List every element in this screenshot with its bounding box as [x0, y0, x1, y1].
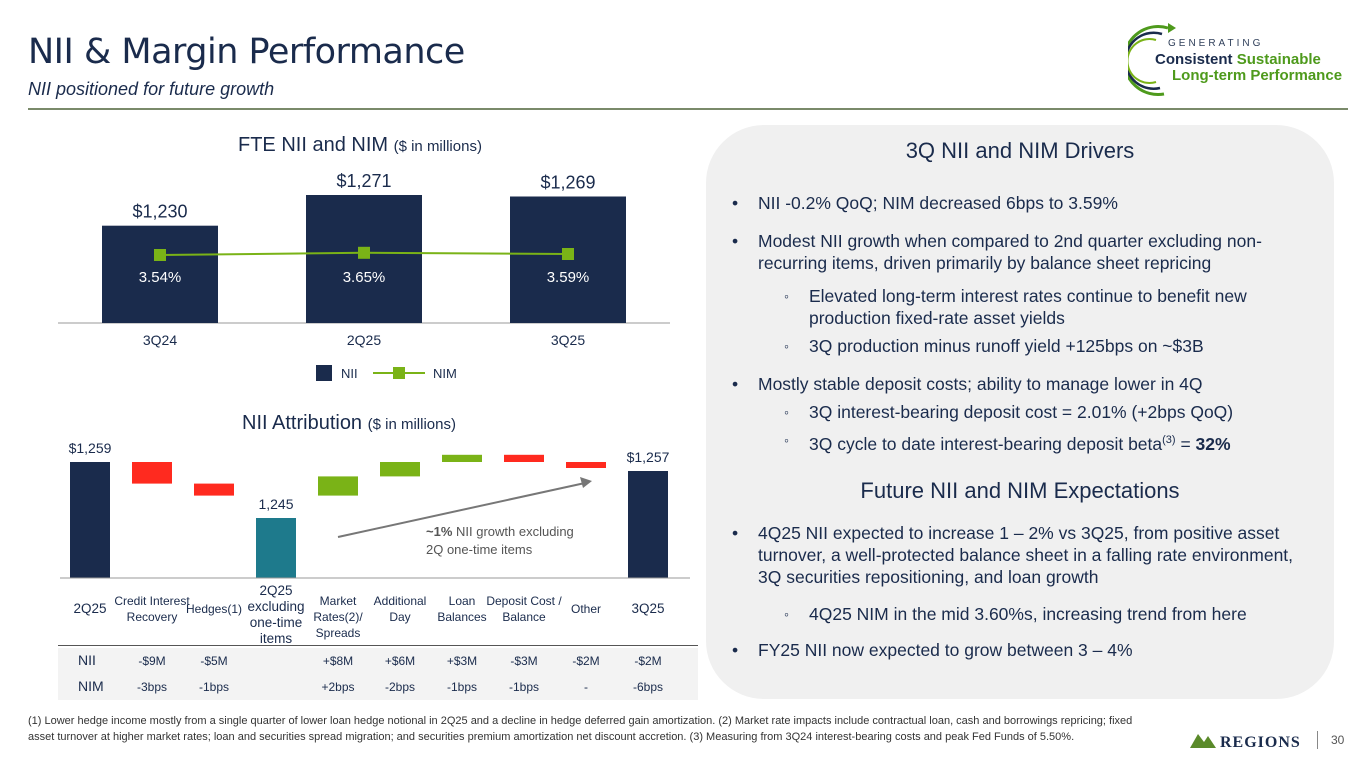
attribution-cell: -6bps [632, 680, 664, 694]
nim-label: 3.59% [547, 269, 590, 286]
logo-generating: GENERATING [1168, 38, 1264, 49]
waterfall-bar [256, 518, 296, 578]
page-subtitle: NII positioned for future growth [28, 79, 275, 99]
attribution-cell: -1bps [508, 680, 540, 694]
footnote: (1) Lower hedge income mostly from a sin… [28, 715, 1133, 743]
attribution-cell: +2bps [321, 680, 355, 694]
chart1-x-tick: 3Q25 [551, 332, 585, 348]
bullet-item: FY25 NII now expected to grow between 3 … [732, 639, 1313, 661]
chart1-x-tick: 2Q25 [347, 332, 381, 348]
legend-nii-label: NII [341, 366, 358, 381]
page-number: 30 [1331, 733, 1345, 747]
nim-label: 3.54% [139, 269, 182, 286]
attribution-cell: -$9M [138, 654, 166, 668]
legend-nii-swatch [316, 365, 332, 381]
attribution-cell: -$2M [572, 654, 600, 668]
attribution-category-label: Credit Interest Recovery [114, 594, 190, 624]
nii-nim-chart: $1,230 3Q24 $1,271 2Q25 $1,269 3Q25 3.54% 3.65%… [58, 171, 670, 381]
attribution-category-label: Market Rates(2)/ Spreads [313, 594, 363, 640]
bullet-item: Mostly stable deposit costs; ability to … [732, 373, 1313, 395]
attribution-cell: -1bps [446, 680, 478, 694]
generating-logo-icon [1128, 23, 1176, 96]
waterfall-bar [70, 462, 110, 578]
legend-nim-swatch [393, 367, 405, 379]
logo-tagline-line2: Long-term Performance [1172, 67, 1343, 84]
attribution-cell: -$5M [200, 654, 228, 668]
nim-point [154, 249, 166, 261]
attribution-table-rule [58, 645, 698, 646]
nii-bar [102, 225, 218, 323]
nii-bar-label: $1,269 [540, 172, 595, 192]
growth-annotation: ~1% NII growth excluding [426, 524, 574, 539]
sub-bullet-item: 3Q cycle to date interest-bearing deposi… [784, 429, 1309, 455]
title-divider [28, 108, 1348, 110]
legend-nim-label: NIM [433, 366, 457, 381]
logo-tagline-line1: Consistent Sustainable [1155, 51, 1321, 68]
waterfall-bar [566, 462, 606, 468]
attribution-table-bg [58, 648, 698, 700]
attribution-category-label: Deposit Cost / Balance [486, 594, 562, 624]
sub-bullet-item: 4Q25 NIM in the mid 3.60%s, increasing t… [784, 603, 1309, 625]
sub-bullet-item: 3Q production minus runoff yield +125bps… [784, 335, 1309, 357]
attribution-cell: +$8M [322, 654, 354, 668]
nii-attribution-chart: $1,259 1,245 $1,257 ~1% NII growth excludin… [60, 440, 690, 579]
nii-bar [306, 195, 422, 323]
attribution-row-label: NIM [78, 678, 104, 694]
page-title: NII & Margin Performance [28, 32, 465, 72]
svg-text:REGIONS: REGIONS [1220, 734, 1301, 751]
waterfall-bar-label: $1,259 [69, 440, 112, 456]
attribution-cell: -$2M [634, 654, 662, 668]
sub-bullet-item: 3Q interest-bearing deposit cost = 2.01%… [784, 401, 1309, 423]
bullet-item: 4Q25 NII expected to increase 1 – 2% vs … [732, 522, 1313, 588]
attribution-category-label: 3Q25 [631, 601, 665, 616]
waterfall-bar [442, 454, 482, 462]
attribution-category-label: Hedges(1) [185, 602, 243, 616]
page-number-divider [1317, 731, 1318, 749]
attribution-cell: +$6M [384, 654, 416, 668]
attribution-category-label: Loan Balances [437, 594, 487, 624]
chart1-x-tick: 3Q24 [143, 332, 177, 348]
waterfall-bar [380, 462, 420, 477]
waterfall-bar-label: $1,257 [627, 449, 670, 465]
waterfall-bar [628, 471, 668, 578]
attribution-cell: -$3M [510, 654, 538, 668]
regions-logo-icon: REGIONS [1190, 734, 1301, 751]
sub-bullet-item: Elevated long-term interest rates contin… [784, 285, 1309, 329]
chart2-title: NII Attribution ($ in millions) [242, 412, 456, 434]
nim-label: 3.65% [343, 269, 386, 286]
attribution-cell: -2bps [384, 680, 416, 694]
expectations-title: Future NII and NIM Expectations [860, 478, 1180, 503]
attribution-category-label: Additional Day [373, 594, 427, 624]
growth-arrow-head [580, 477, 592, 488]
attribution-cell: -3bps [136, 680, 168, 694]
nim-point [562, 248, 574, 260]
waterfall-bar [504, 454, 544, 462]
waterfall-bar [194, 483, 234, 496]
attribution-cell: +$3M [446, 654, 478, 668]
waterfall-bar [318, 476, 358, 496]
attribution-cell: - [584, 680, 588, 694]
nii-bar-label: $1,230 [132, 202, 187, 222]
bullet-item: Modest NII growth when compared to 2nd q… [732, 230, 1313, 274]
growth-arrow [337, 482, 586, 538]
bullet-item: NII -0.2% QoQ; NIM decreased 6bps to 3.5… [732, 192, 1313, 214]
attribution-cell: -1bps [198, 680, 230, 694]
drivers-title: 3Q NII and NIM Drivers [905, 138, 1135, 163]
waterfall-bar [132, 462, 172, 484]
attribution-row-label: NII [78, 652, 96, 668]
growth-annotation-line2: 2Q one-time items [426, 542, 533, 557]
attribution-category-label: Other [570, 602, 601, 616]
attribution-category-label: 2Q25 [73, 601, 107, 616]
attribution-category-label: 2Q25 excluding one-time items [247, 583, 305, 646]
chart1-title: FTE NII and NIM ($ in millions) [238, 134, 482, 156]
nii-bar-label: $1,271 [336, 171, 391, 191]
waterfall-bar-label: 1,245 [258, 496, 293, 512]
nim-point [358, 246, 370, 259]
